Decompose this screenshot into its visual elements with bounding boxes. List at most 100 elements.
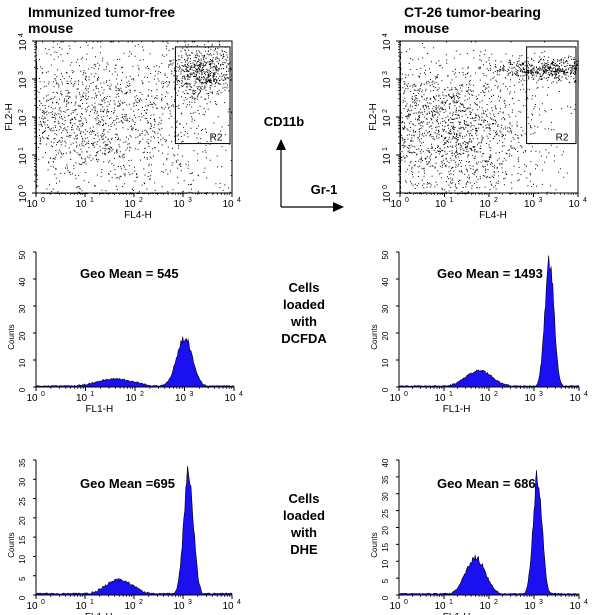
dhe-label-line-3: with bbox=[291, 525, 317, 540]
hist-dcfda-right-chart: 10 0 10 1 10 2 10 3 10 401020304050FL1-HCountsGeo… bbox=[370, 250, 588, 415]
hist-dcfda-left-geo-mean-annotation: Geo Mean = 545 bbox=[80, 266, 179, 281]
left-column-title: Immunized tumor-free mouse bbox=[28, 4, 175, 36]
dot-right-x-tick-exponent: 4 bbox=[583, 197, 587, 204]
hist-dcfda-right-x-tick-label: 10 bbox=[389, 393, 401, 404]
dot-left-x-axis-label: FL4-H bbox=[124, 210, 152, 221]
dot-left-population-2-dots bbox=[36, 41, 233, 195]
hist-dcfda-right-y-tick-label: 30 bbox=[381, 304, 390, 313]
dot-left-gate-label: R2 bbox=[210, 133, 223, 144]
hist-dhe-left-x-tick-label: 10 bbox=[26, 601, 38, 612]
hist-dhe-right-y-tick-label: 35 bbox=[381, 475, 390, 484]
dot-left-y-axis-label: FL2-H bbox=[4, 103, 15, 131]
dot-left-x-tick-label: 10 bbox=[26, 199, 38, 210]
hist-dcfda-left-y-tick-label: 10 bbox=[18, 358, 27, 367]
dot-left-y-tick-exponent: 3 bbox=[18, 71, 25, 75]
hist-dcfda-left-x-tick-exponent: 2 bbox=[140, 391, 144, 398]
hist-dcfda-left-y-tick-label: 50 bbox=[18, 250, 27, 259]
hist-dhe-left-y-tick-label: 25 bbox=[18, 497, 27, 506]
hist-dhe-right-x-tick-label: 10 bbox=[479, 601, 491, 612]
hist-dcfda-left-x-tick-label: 10 bbox=[26, 393, 38, 404]
right-title-line-2: mouse bbox=[404, 20, 450, 36]
hist-dhe-right-x-tick-exponent: 4 bbox=[584, 599, 588, 606]
hist-dhe-right-x-tick-exponent: 2 bbox=[494, 599, 498, 606]
dot-left-y-tick-exponent: 2 bbox=[18, 109, 25, 113]
hist-dhe-left-x-tick-label: 10 bbox=[222, 601, 234, 612]
hist-dhe-left-y-axis-label: Counts bbox=[7, 532, 16, 557]
hist-dcfda-right-histogram bbox=[398, 255, 580, 388]
dot-right-y-axis-label: FL2-H bbox=[368, 103, 379, 131]
dot-right-y-tick-exponent: 4 bbox=[382, 33, 389, 37]
hist-dcfda-right-geo-mean-annotation: Geo Mean = 1493 bbox=[437, 266, 543, 281]
dot-left-plot-frame bbox=[35, 40, 233, 194]
hist-dcfda-right-x-tick-exponent: 2 bbox=[494, 391, 498, 398]
hist-dhe-left-x-tick-label: 10 bbox=[173, 601, 185, 612]
hist-dhe-left-y-tick-label: 10 bbox=[18, 554, 27, 563]
hist-dcfda-left-x-tick-label: 10 bbox=[76, 393, 88, 404]
hist-dhe-right-geo-mean-annotation: Geo Mean = 686 bbox=[437, 476, 536, 491]
dot-right-x-tick-label: 10 bbox=[435, 199, 447, 210]
dot-left-y-tick-exponent: 0 bbox=[18, 185, 25, 189]
hist-dcfda-right-x-tick-exponent: 3 bbox=[539, 391, 543, 398]
dot-right-y-tick-exponent: 2 bbox=[382, 109, 389, 113]
hist-dcfda-right-y-tick-label: 20 bbox=[381, 331, 390, 340]
hist-dcfda-right-x-tick-exponent: 1 bbox=[449, 391, 453, 398]
dhe-label-line-4: DHE bbox=[290, 542, 318, 557]
dot-right-gate-label: R2 bbox=[556, 133, 569, 144]
dcfda-label-line-1: Cells bbox=[288, 280, 320, 295]
hist-dcfda-right-x-tick-label: 10 bbox=[524, 393, 536, 404]
dot-left-x-tick-exponent: 3 bbox=[188, 197, 192, 204]
hist-dhe-right-y-tick-label: 5 bbox=[381, 578, 390, 583]
cd11b-label: CD11b bbox=[263, 114, 305, 129]
hist-dhe-left-y-tick-label: 20 bbox=[18, 516, 27, 525]
dot-right-y-tick-label: 10 bbox=[382, 39, 393, 51]
dot-right-y-tick-label: 10 bbox=[382, 115, 393, 127]
dot-left-x-tick-exponent: 4 bbox=[237, 197, 241, 204]
dot-left-y-tick-label: 10 bbox=[18, 77, 29, 89]
hist-dcfda-left-x-axis-label: FL1-H bbox=[85, 404, 113, 415]
dot-right-y-tick-label: 10 bbox=[382, 77, 393, 89]
hist-dhe-left-y-tick-label: 0 bbox=[18, 595, 27, 600]
hist-dhe-right-y-tick-label: 15 bbox=[381, 542, 390, 551]
hist-dcfda-left-y-tick-label: 20 bbox=[18, 331, 27, 340]
hist-dcfda-right-x-tick-label: 10 bbox=[434, 393, 446, 404]
dot-right-x-tick-label: 10 bbox=[390, 199, 402, 210]
hist-dhe-right-x-tick-label: 10 bbox=[389, 601, 401, 612]
hist-dhe-left-x-tick-exponent: 0 bbox=[41, 599, 45, 606]
hist-dhe-left-chart: 10010110210310405101520253035FL1-HCounts… bbox=[7, 458, 241, 615]
hist-dhe-left-x-tick-exponent: 4 bbox=[237, 599, 241, 606]
hist-dcfda-left-x-tick-exponent: 0 bbox=[41, 391, 45, 398]
hist-dcfda-right-y-tick-label: 0 bbox=[381, 387, 390, 392]
hist-dcfda-right-y-tick-label: 10 bbox=[381, 358, 390, 367]
dhe-label-line-1: Cells bbox=[288, 491, 320, 506]
hist-dhe-right-y-axis-label: Counts bbox=[370, 532, 379, 557]
gr1-label: Gr-1 bbox=[310, 182, 338, 197]
dot-left-gate-region bbox=[174, 46, 231, 145]
dot-left-x-tick-exponent: 2 bbox=[139, 197, 143, 204]
dot-left-y-tick-label: 10 bbox=[18, 153, 29, 165]
hist-dcfda-left-x-tick-exponent: 4 bbox=[239, 391, 243, 398]
hist-dhe-right-x-tick-label: 10 bbox=[569, 601, 581, 612]
hist-dhe-right-x-tick-label: 10 bbox=[434, 601, 446, 612]
hist-dcfda-left-histogram bbox=[35, 336, 235, 388]
hist-dcfda-left-y-tick-label: 30 bbox=[18, 304, 27, 313]
dot-left-y-tick-exponent: 1 bbox=[18, 147, 25, 151]
dot-left-x-tick-label: 10 bbox=[173, 199, 185, 210]
dot-right-x-tick-label: 10 bbox=[568, 199, 580, 210]
dcfda-label-line-2: loaded bbox=[283, 297, 325, 312]
hist-dhe-left-x-tick-exponent: 3 bbox=[188, 599, 192, 606]
hist-dcfda-left-chart: 10 0 10 1 10 2 10 3 10 401020304050FL1-HCountsGeo… bbox=[7, 250, 243, 415]
hist-dhe-left-x-tick-exponent: 2 bbox=[139, 599, 143, 606]
dot-left-x-tick-label: 10 bbox=[222, 199, 234, 210]
dot-right-x-tick-exponent: 0 bbox=[405, 197, 409, 204]
hist-dhe-left-geo-mean-annotation: Geo Mean =695 bbox=[80, 476, 175, 491]
left-title-line-1: Immunized tumor-free bbox=[28, 4, 176, 20]
dot-left-y-tick-label: 10 bbox=[18, 191, 29, 203]
dot-right-y-tick-exponent: 0 bbox=[382, 185, 389, 189]
hist-dhe-left-histogram bbox=[35, 465, 233, 596]
dcfda-row-label: Cells loaded with DCFDA bbox=[272, 279, 336, 347]
hist-dhe-left-x-tick-label: 10 bbox=[124, 601, 136, 612]
dot-right-x-axis-label: FL4-H bbox=[479, 210, 507, 221]
hist-dcfda-right-x-tick-label: 10 bbox=[569, 393, 581, 404]
